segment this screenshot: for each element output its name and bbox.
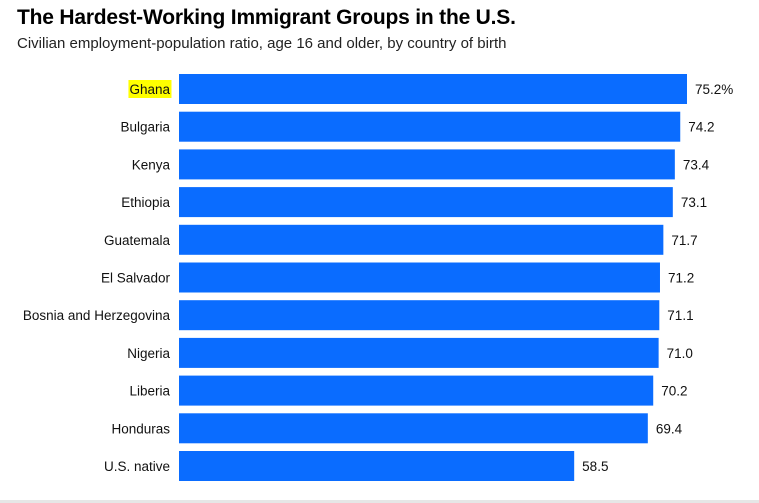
chart-title: The Hardest-Working Immigrant Groups in … xyxy=(17,6,516,29)
category-label: El Salvador xyxy=(101,271,171,286)
category-label: Ghana xyxy=(129,82,170,97)
category-label: Bosnia and Herzegovina xyxy=(23,308,171,323)
bar xyxy=(179,262,660,293)
category-label: Honduras xyxy=(111,421,170,436)
bar xyxy=(179,413,648,444)
bar xyxy=(179,111,681,142)
chart-subtitle: Civilian employment-population ratio, ag… xyxy=(17,35,507,52)
category-label: U.S. native xyxy=(104,459,170,474)
value-label: 58.5 xyxy=(582,459,608,474)
bar xyxy=(179,224,664,255)
value-label: 73.4 xyxy=(683,157,710,172)
category-label: Kenya xyxy=(132,157,171,172)
bar xyxy=(179,337,659,368)
category-label: Liberia xyxy=(129,384,170,399)
category-label: Bulgaria xyxy=(120,120,170,135)
value-label: 74.2 xyxy=(688,120,714,135)
value-label: 75.2% xyxy=(695,82,733,97)
value-label: 71.2 xyxy=(668,271,694,286)
value-label: 73.1 xyxy=(681,195,707,210)
bar xyxy=(179,451,575,481)
value-label: 71.1 xyxy=(667,308,693,323)
value-label: 70.2 xyxy=(661,384,687,399)
bar xyxy=(179,375,654,406)
category-label: Guatemala xyxy=(104,233,171,248)
bar xyxy=(179,187,673,218)
value-label: 69.4 xyxy=(656,421,683,436)
category-highlight xyxy=(128,80,172,98)
bar xyxy=(179,300,660,331)
bar xyxy=(179,74,687,104)
category-label: Nigeria xyxy=(127,346,170,361)
category-label: Ethiopia xyxy=(121,195,170,210)
value-label: 71.0 xyxy=(667,346,693,361)
value-label: 71.7 xyxy=(671,233,697,248)
footer-divider xyxy=(0,500,759,503)
bar xyxy=(179,149,675,180)
